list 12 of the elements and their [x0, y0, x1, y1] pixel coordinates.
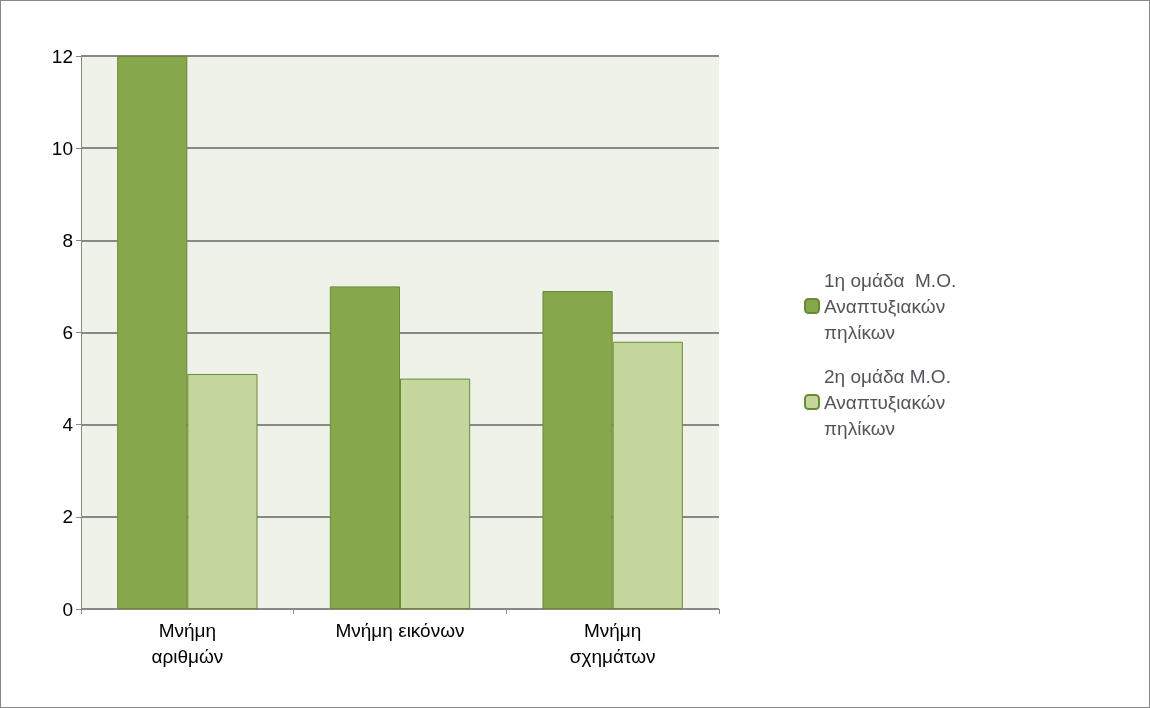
- y-tick-label: 10: [51, 137, 73, 159]
- x-tick-label: Μνήμη σχημάτων: [569, 619, 656, 667]
- y-tick-label: 0: [62, 598, 73, 620]
- x-tick-label: Μνήμη αριθμών: [151, 619, 224, 667]
- x-tick-label: Μνήμη εικόνων: [335, 619, 465, 641]
- y-tick-label: 4: [62, 414, 74, 436]
- legend-label: 2η ομάδα Μ.Ο. Αναπτυξιακών πηλίκων: [824, 365, 957, 439]
- y-tick-label: 6: [62, 322, 73, 343]
- y-tick-label: 12: [51, 45, 73, 67]
- y-tick-label: 2: [62, 506, 73, 528]
- y-tick-label: 8: [62, 229, 73, 251]
- legend-label: 1η ομάδα Μ.Ο. Αναπτυξιακών πηλίκων: [824, 269, 962, 343]
